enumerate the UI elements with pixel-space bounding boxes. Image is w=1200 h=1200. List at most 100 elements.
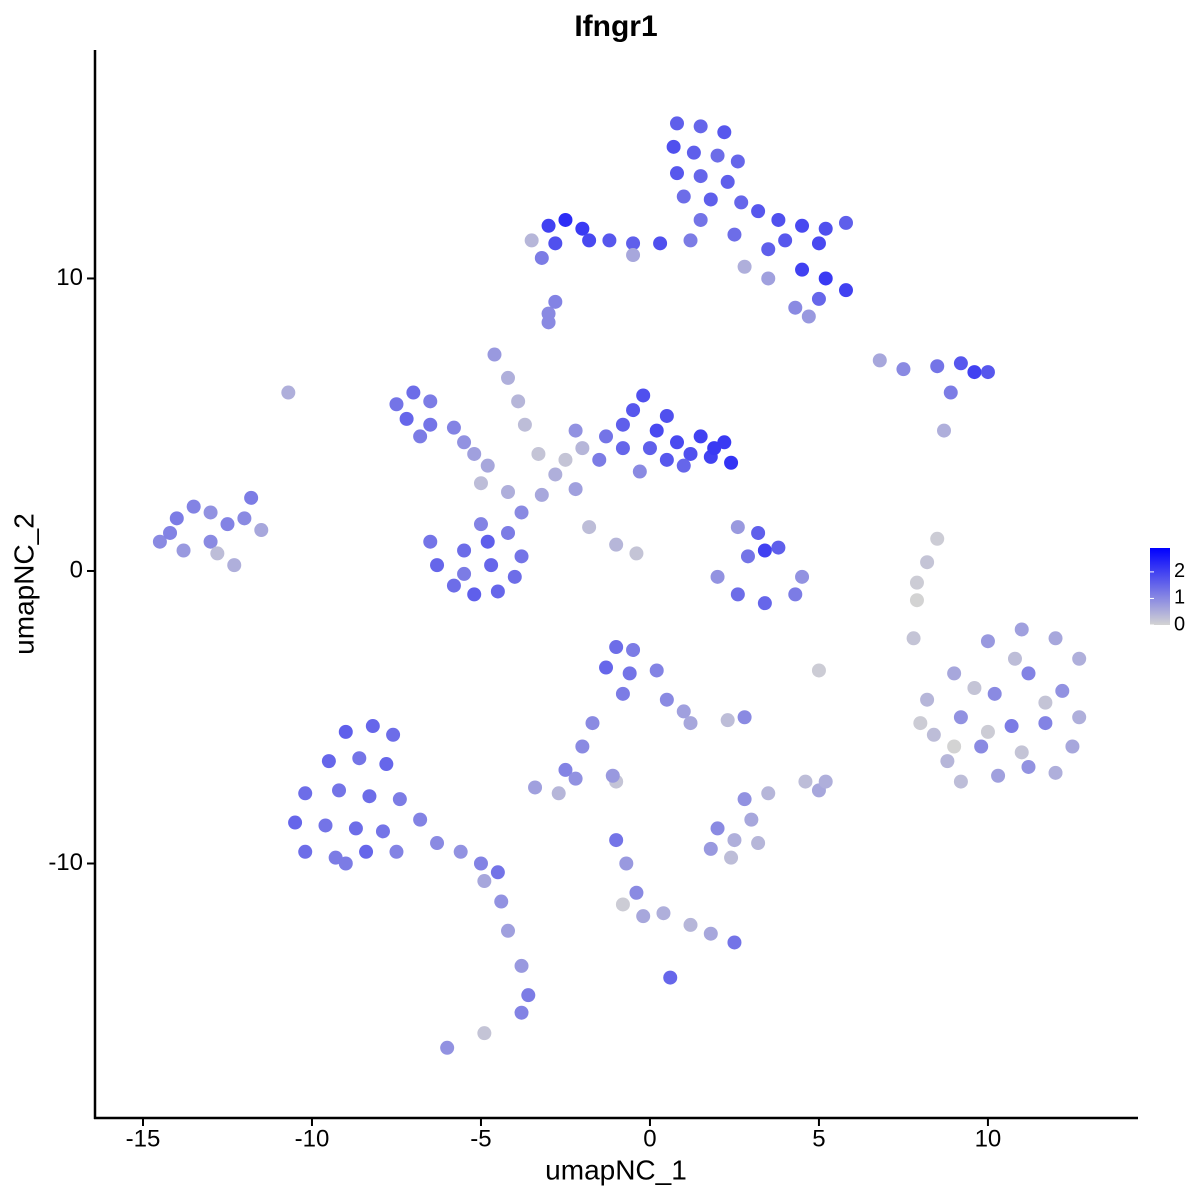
cell-point: [568, 771, 583, 786]
cell-point: [1014, 745, 1029, 760]
cell-point: [710, 569, 725, 584]
cell-point: [430, 836, 445, 851]
colorbar: [1150, 548, 1170, 625]
cell-point: [659, 452, 674, 467]
cell-point: [795, 218, 810, 233]
cell-point: [740, 549, 755, 564]
cell-point: [440, 1040, 455, 1055]
cell-point: [467, 587, 482, 602]
cell-point: [1007, 651, 1022, 666]
cell-point: [676, 189, 691, 204]
cell-point: [642, 441, 657, 456]
cell-point: [920, 555, 935, 570]
cell-point: [386, 727, 401, 742]
cell-point: [457, 543, 472, 558]
cell-point: [176, 543, 191, 558]
cell-point: [909, 575, 924, 590]
colorbar-label: 2: [1174, 560, 1185, 582]
cell-point: [751, 836, 766, 851]
x-tick-label: 0: [643, 1125, 656, 1152]
cell-point: [761, 242, 776, 257]
cell-point: [517, 417, 532, 432]
cell-point: [609, 537, 624, 552]
cell-point: [703, 926, 718, 941]
cell-point: [761, 271, 776, 286]
cell-point: [801, 309, 816, 324]
cell-point: [953, 710, 968, 725]
cell-point: [446, 420, 461, 435]
cell-point: [727, 833, 742, 848]
cell-point: [683, 917, 698, 932]
cell-point: [615, 897, 630, 912]
cell-point: [477, 1026, 492, 1041]
cell-point: [737, 259, 752, 274]
cell-point: [974, 739, 989, 754]
cell-point: [288, 815, 303, 830]
cell-point: [980, 365, 995, 380]
cell-point: [457, 435, 472, 450]
cell-point: [328, 850, 343, 865]
cell-point: [281, 385, 296, 400]
cell-point: [980, 634, 995, 649]
cell-point: [467, 446, 482, 461]
cell-point: [531, 446, 546, 461]
cell-point: [778, 233, 793, 248]
cell-point: [507, 569, 522, 584]
cell-point: [703, 841, 718, 856]
cell-point: [669, 116, 684, 131]
cell-point: [626, 248, 641, 263]
cell-point: [568, 423, 583, 438]
cell-point: [541, 315, 556, 330]
cell-point: [1072, 710, 1087, 725]
cell-point: [730, 154, 745, 169]
cell-point: [169, 511, 184, 526]
cell-point: [558, 212, 573, 227]
cell-point: [318, 818, 333, 833]
cell-point: [693, 119, 708, 134]
cell-point: [737, 792, 752, 807]
cell-point: [609, 833, 624, 848]
cell-point: [514, 505, 529, 520]
cell-point: [548, 467, 563, 482]
cell-point: [534, 487, 549, 502]
cell-point: [626, 642, 641, 657]
cell-point: [615, 441, 630, 456]
cell-point: [457, 566, 472, 581]
cell-point: [669, 166, 684, 181]
cell-point: [811, 236, 826, 251]
cell-point: [592, 452, 607, 467]
y-axis-title: umapNC_2: [8, 513, 39, 655]
cell-point: [676, 458, 691, 473]
cell-point: [338, 724, 353, 739]
cell-point: [423, 394, 438, 409]
cell-point: [683, 716, 698, 731]
cell-point: [686, 145, 701, 160]
cell-point: [473, 856, 488, 871]
cell-point: [399, 411, 414, 426]
cell-point: [896, 362, 911, 377]
cell-point: [227, 558, 242, 573]
cell-point: [423, 417, 438, 432]
colorbar-label: 1: [1174, 587, 1185, 609]
cell-point: [534, 250, 549, 265]
chart-title: Ifngr1: [574, 10, 657, 43]
cell-point: [332, 783, 347, 798]
cell-point: [730, 587, 745, 602]
cell-point: [666, 139, 681, 154]
cell-point: [720, 713, 735, 728]
cell-point: [585, 716, 600, 731]
cell-point: [913, 716, 928, 731]
cell-point: [811, 663, 826, 678]
cell-point: [480, 458, 495, 473]
cell-point: [757, 596, 772, 611]
cell-point: [649, 663, 664, 678]
cell-point: [568, 482, 583, 497]
cell-point: [558, 762, 573, 777]
y-tick-label: 10: [56, 264, 83, 291]
cell-point: [649, 423, 664, 438]
cell-point: [487, 347, 502, 362]
cell-point: [528, 780, 543, 795]
cell-point: [365, 719, 380, 734]
cell-point: [352, 751, 367, 766]
